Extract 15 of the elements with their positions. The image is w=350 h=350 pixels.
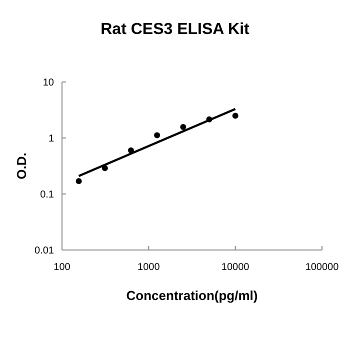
x-axis-title: Concentration(pg/ml) xyxy=(126,288,258,303)
point xyxy=(154,132,160,138)
x-tick-label: 100000 xyxy=(305,262,340,273)
y-tick-label: 1 xyxy=(48,134,54,144)
y-tick-label: 0.1 xyxy=(40,190,54,200)
point xyxy=(232,112,238,119)
point xyxy=(76,178,82,184)
chart-title: Rat CES3 ELISA Kit xyxy=(100,21,250,38)
x-tick-label: 100 xyxy=(54,262,71,273)
x-tick-label: 1000 xyxy=(138,262,160,273)
x-tick-label: 10000 xyxy=(221,262,250,273)
point xyxy=(180,124,186,130)
y-tick-label: 10 xyxy=(42,78,54,88)
y-axis-title: O.D. xyxy=(14,152,29,180)
y-tick-label: 0.01 xyxy=(34,246,54,256)
